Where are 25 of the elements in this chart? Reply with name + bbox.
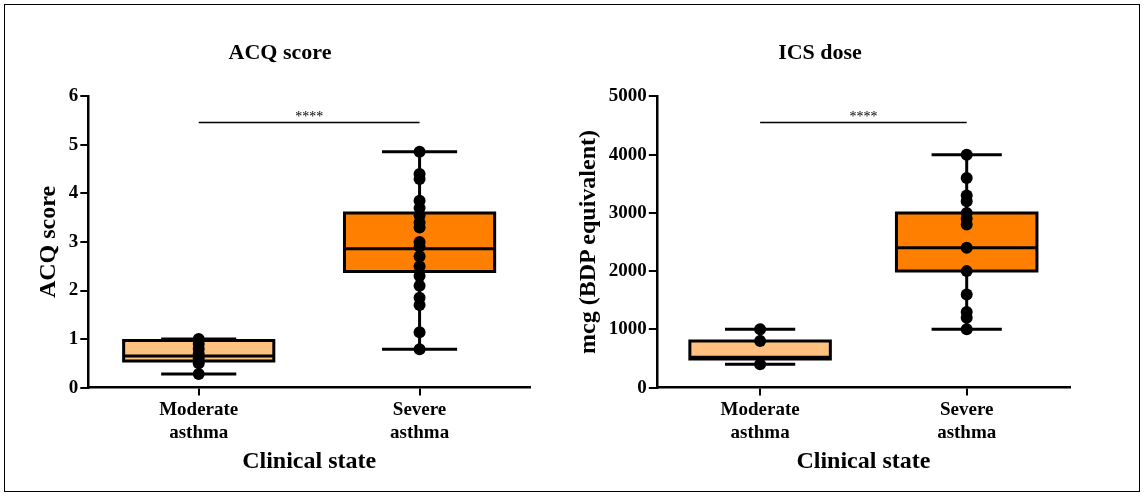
y-tick-label: 2 [68,278,79,300]
x-tick-label: Moderate asthma [159,397,239,442]
x-axis-title: Clinical state [796,446,931,473]
x-axis-title: Clinical state [242,446,377,473]
y-tick-label: 3 [68,229,79,251]
y-tick-label: 0 [68,375,79,397]
y-axis-title: mcg (BDP equivalent) [573,130,600,354]
y-tick-label: 4000 [608,142,647,164]
y-tick-label: 5 [68,132,79,154]
x-tick-label: Severe asthma [937,397,997,442]
y-tick-label: 1 [68,326,79,348]
y-tick-label: 2000 [608,259,647,281]
y-tick-label: 6 [68,84,79,106]
annotation: **** [849,109,878,125]
annotation: **** [295,109,324,125]
y-tick-label: 0 [637,375,647,397]
chart-title: ACQ score [228,38,332,64]
x-tick-label: Severe asthma [390,397,450,442]
x-tick-label: Moderate asthma [720,397,800,442]
y-tick-label: 3000 [608,200,647,222]
y-tick-label: 4 [68,181,79,203]
chart-title: ICS dose [778,38,863,64]
y-tick-label: 5000 [608,84,647,106]
y-tick-label: 1000 [608,317,647,339]
y-axis-title: ACQ score [33,185,60,299]
